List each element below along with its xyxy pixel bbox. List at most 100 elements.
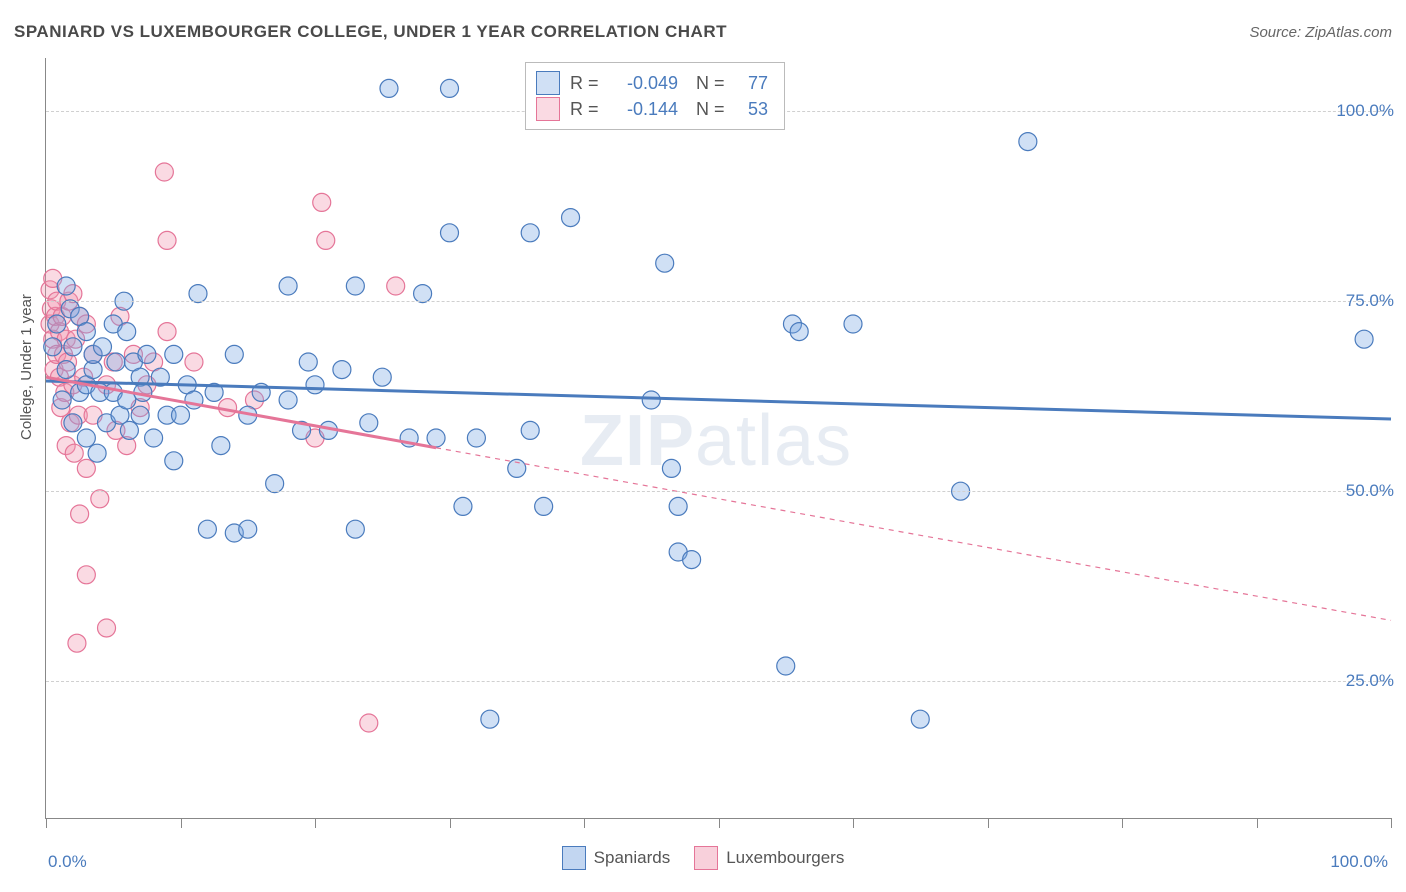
y-tick-label: 25.0% — [1346, 671, 1394, 691]
n-value: 53 — [740, 99, 768, 120]
data-point — [656, 254, 674, 272]
x-tick — [584, 818, 585, 828]
data-point — [225, 345, 243, 363]
data-point — [131, 406, 149, 424]
data-point — [64, 338, 82, 356]
watermark-bold: ZIP — [580, 401, 695, 481]
data-point — [107, 353, 125, 371]
data-point — [138, 345, 156, 363]
watermark-thin: atlas — [695, 401, 852, 481]
legend-swatch — [536, 71, 560, 95]
x-axis-max-label: 100.0% — [1330, 852, 1388, 872]
data-point — [683, 551, 701, 569]
n-label: N = — [696, 99, 730, 120]
data-point — [57, 277, 75, 295]
x-tick — [1391, 818, 1392, 828]
data-point — [91, 490, 109, 508]
data-point — [313, 193, 331, 211]
legend-row: R = -0.144 N = 53 — [536, 97, 768, 121]
legend-item: Spaniards — [562, 846, 671, 870]
data-point — [279, 391, 297, 409]
n-label: N = — [696, 73, 730, 94]
data-point — [454, 497, 472, 515]
data-point — [414, 285, 432, 303]
data-point — [145, 429, 163, 447]
data-point — [481, 710, 499, 728]
r-value: -0.144 — [614, 99, 678, 120]
data-point — [380, 79, 398, 97]
y-tick-label: 50.0% — [1346, 481, 1394, 501]
data-point — [790, 323, 808, 341]
data-point — [266, 475, 284, 493]
data-point — [158, 323, 176, 341]
x-axis-min-label: 0.0% — [48, 852, 87, 872]
data-point — [212, 437, 230, 455]
y-axis-label: College, Under 1 year — [18, 294, 35, 440]
r-label: R = — [570, 73, 604, 94]
data-point — [562, 209, 580, 227]
series-legend: Spaniards Luxembourgers — [0, 846, 1406, 870]
data-point — [53, 391, 71, 409]
data-point — [844, 315, 862, 333]
data-point — [1019, 133, 1037, 151]
data-point — [71, 505, 89, 523]
data-point — [118, 323, 136, 341]
data-point — [165, 452, 183, 470]
data-point — [427, 429, 445, 447]
data-point — [669, 497, 687, 515]
data-point — [346, 277, 364, 295]
data-point — [387, 277, 405, 295]
data-point — [360, 714, 378, 732]
data-point — [535, 497, 553, 515]
x-tick — [1257, 818, 1258, 828]
legend-label: Luxembourgers — [726, 848, 844, 868]
data-point — [98, 619, 116, 637]
data-point — [198, 520, 216, 538]
x-tick — [853, 818, 854, 828]
data-point — [317, 231, 335, 249]
data-point — [185, 353, 203, 371]
legend-label: Spaniards — [594, 848, 671, 868]
header: SPANIARD VS LUXEMBOURGER COLLEGE, UNDER … — [14, 22, 1392, 42]
y-tick-label: 75.0% — [1346, 291, 1394, 311]
watermark: ZIPatlas — [580, 400, 852, 482]
data-point — [165, 345, 183, 363]
data-point — [155, 163, 173, 181]
x-tick — [719, 818, 720, 828]
data-point — [1355, 330, 1373, 348]
data-point — [77, 566, 95, 584]
n-value: 77 — [740, 73, 768, 94]
data-point — [333, 361, 351, 379]
data-point — [189, 285, 207, 303]
data-point — [441, 79, 459, 97]
data-point — [239, 520, 257, 538]
data-point — [299, 353, 317, 371]
x-tick — [988, 818, 989, 828]
data-point — [279, 277, 297, 295]
data-point — [777, 657, 795, 675]
data-point — [48, 315, 66, 333]
data-point — [93, 338, 111, 356]
r-value: -0.049 — [614, 73, 678, 94]
data-point — [64, 414, 82, 432]
data-point — [521, 421, 539, 439]
data-point — [77, 323, 95, 341]
data-point — [77, 459, 95, 477]
x-tick — [1122, 818, 1123, 828]
data-point — [158, 231, 176, 249]
gridline — [46, 681, 1391, 682]
r-label: R = — [570, 99, 604, 120]
legend-item: Luxembourgers — [694, 846, 844, 870]
correlation-legend: R = -0.049 N = 77 R = -0.144 N = 53 — [525, 62, 785, 130]
data-point — [306, 376, 324, 394]
data-point — [57, 361, 75, 379]
legend-swatch — [694, 846, 718, 870]
data-point — [77, 429, 95, 447]
gridline — [46, 491, 1391, 492]
legend-swatch — [536, 97, 560, 121]
data-point — [172, 406, 190, 424]
gridline — [46, 301, 1391, 302]
x-tick — [46, 818, 47, 828]
y-tick-label: 100.0% — [1336, 101, 1394, 121]
data-point — [441, 224, 459, 242]
